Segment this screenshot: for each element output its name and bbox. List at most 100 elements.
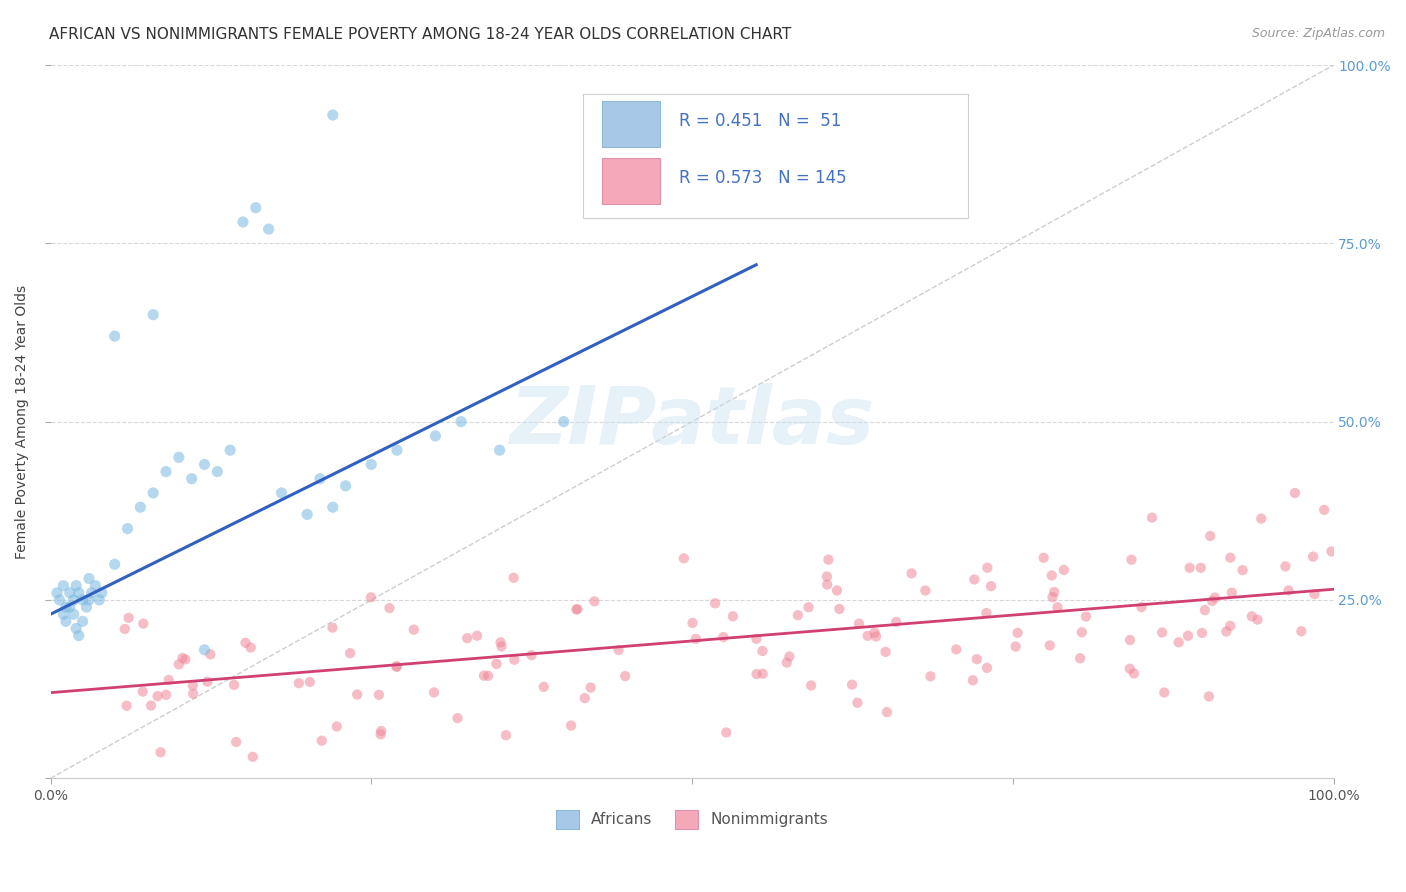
Point — [721, 609, 744, 624]
Point — [815, 577, 838, 591]
Point — [104, 329, 127, 343]
Point — [672, 551, 695, 566]
Point — [583, 594, 606, 608]
Point — [425, 429, 447, 443]
Point — [876, 705, 898, 719]
Point — [1199, 529, 1222, 543]
Point — [1198, 690, 1220, 704]
Point — [565, 602, 588, 616]
Point — [62, 593, 84, 607]
Point — [65, 622, 87, 636]
Legend: Africans, Nonimmigrants: Africans, Nonimmigrants — [550, 804, 834, 835]
Point — [846, 696, 869, 710]
Point — [495, 728, 517, 742]
Point — [1069, 651, 1091, 665]
Point — [346, 688, 368, 702]
Point — [1043, 585, 1066, 599]
Point — [533, 680, 555, 694]
Point — [1240, 609, 1263, 624]
Point — [322, 500, 344, 515]
Point — [326, 719, 349, 733]
Point — [1320, 544, 1343, 558]
FancyBboxPatch shape — [602, 101, 659, 147]
Point — [1189, 561, 1212, 575]
FancyBboxPatch shape — [583, 94, 967, 219]
Point — [200, 648, 222, 662]
Point — [863, 625, 886, 640]
Point — [104, 558, 127, 572]
Point — [1167, 635, 1189, 649]
Point — [711, 630, 734, 644]
Point — [1178, 561, 1201, 575]
Point — [1040, 568, 1063, 582]
Point — [1219, 550, 1241, 565]
Point — [174, 652, 197, 666]
Point — [920, 669, 942, 683]
Point — [1191, 626, 1213, 640]
Point — [856, 629, 879, 643]
Point — [90, 586, 112, 600]
Point — [62, 607, 84, 622]
Point — [503, 653, 526, 667]
Point — [335, 479, 357, 493]
Point — [980, 579, 1002, 593]
Point — [167, 450, 190, 465]
Point — [1232, 563, 1254, 577]
Point — [117, 522, 139, 536]
Point — [472, 668, 495, 682]
Point — [172, 651, 194, 665]
Y-axis label: Female Poverty Among 18-24 Year Olds: Female Poverty Among 18-24 Year Olds — [15, 285, 30, 558]
Point — [322, 108, 344, 122]
Point — [1284, 486, 1306, 500]
Point — [1194, 603, 1216, 617]
Point — [477, 669, 499, 683]
Point — [55, 600, 77, 615]
Point — [77, 572, 100, 586]
Point — [800, 678, 823, 692]
Point — [219, 443, 242, 458]
Point — [1130, 600, 1153, 615]
Point — [841, 678, 863, 692]
Point — [567, 602, 589, 616]
Point — [167, 657, 190, 672]
Point — [716, 725, 738, 739]
Point — [945, 642, 967, 657]
Point — [65, 579, 87, 593]
Point — [1204, 591, 1226, 605]
Point — [235, 636, 257, 650]
Point — [1250, 511, 1272, 525]
Point — [385, 659, 408, 673]
Point — [828, 602, 851, 616]
Point — [1277, 583, 1299, 598]
Point — [1140, 510, 1163, 524]
Point — [207, 465, 229, 479]
Point — [270, 486, 292, 500]
Point — [67, 586, 90, 600]
Point — [751, 644, 773, 658]
Point — [704, 596, 727, 610]
Point — [848, 616, 870, 631]
FancyBboxPatch shape — [602, 158, 659, 204]
Text: R = 0.573   N = 145: R = 0.573 N = 145 — [679, 169, 846, 186]
Point — [146, 689, 169, 703]
Point — [745, 632, 768, 646]
Point — [222, 678, 245, 692]
Point — [574, 691, 596, 706]
Point — [45, 586, 67, 600]
Point — [1032, 550, 1054, 565]
Point — [72, 615, 94, 629]
Point — [117, 611, 139, 625]
Point — [180, 472, 202, 486]
Point — [149, 745, 172, 759]
Point — [181, 687, 204, 701]
Point — [181, 678, 204, 692]
Point — [966, 652, 988, 666]
Point — [197, 674, 219, 689]
Point — [157, 673, 180, 687]
Point — [385, 659, 408, 673]
Point — [67, 629, 90, 643]
Point — [1004, 640, 1026, 654]
Point — [456, 631, 478, 645]
Point — [914, 583, 936, 598]
Point — [1123, 666, 1146, 681]
